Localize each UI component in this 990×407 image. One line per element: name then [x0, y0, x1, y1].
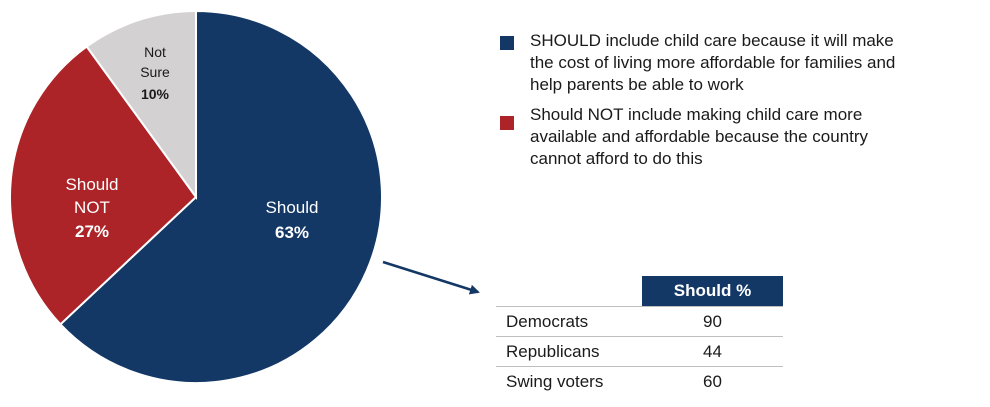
pie-slice-should-not [9, 45, 198, 326]
legend-swatch-should [500, 36, 514, 50]
table-row: Swing voters 60 [496, 366, 783, 396]
table-header-blank [496, 276, 642, 307]
legend-text-should-line2: the cost of living more affordable for f… [530, 53, 896, 72]
legend-text-should-not-line1: Should NOT include making child care mor… [530, 105, 863, 124]
slice-label-should: Should [266, 198, 319, 217]
table-header-should: Should % [642, 276, 783, 307]
slice-label-not-sure-line2: Sure [140, 64, 170, 80]
slice-label-should-not-line1: Should [66, 175, 119, 194]
legend-text-should-not-line2: available and affordable because the cou… [530, 127, 869, 146]
table-cell-group: Swing voters [496, 366, 642, 396]
legend: SHOULD include child care because it wil… [500, 30, 980, 178]
legend-item-should-not: Should NOT include making child care mor… [500, 104, 980, 170]
legend-text-should-line1: SHOULD include child care because it wil… [530, 31, 894, 50]
slice-pct-not-sure: 10% [141, 86, 170, 102]
table-cell-value: 44 [642, 336, 783, 367]
pie-slice-labels: Should 63% Should NOT 27% Not Sure 10% [66, 44, 319, 242]
legend-text-should-not-line3: cannot afford to do this [530, 149, 703, 168]
table-cell-value: 60 [642, 366, 783, 396]
callout-arrow [382, 260, 480, 295]
pie-slices [9, 9, 383, 384]
table-header-row: Should % [496, 276, 783, 307]
slice-pct-should: 63% [275, 223, 309, 242]
table-cell-value: 90 [642, 306, 783, 337]
legend-swatch-should-not [500, 116, 514, 130]
table-cell-group: Democrats [496, 306, 642, 337]
slice-pct-should-not: 27% [75, 222, 109, 241]
party-breakdown-table: Should % Democrats 90 Republicans 44 Swi… [496, 276, 783, 396]
table-row: Republicans 44 [496, 336, 783, 367]
slice-label-not-sure-line1: Not [144, 44, 166, 60]
table-cell-group: Republicans [496, 336, 642, 367]
table-row: Democrats 90 [496, 306, 783, 337]
legend-item-should: SHOULD include child care because it wil… [500, 30, 980, 96]
legend-text-should-line3: help parents be able to work [530, 75, 744, 94]
pie-slice-should [58, 9, 383, 384]
pie-slice-not-sure [85, 9, 197, 201]
slice-label-should-not-line2: NOT [74, 198, 110, 217]
